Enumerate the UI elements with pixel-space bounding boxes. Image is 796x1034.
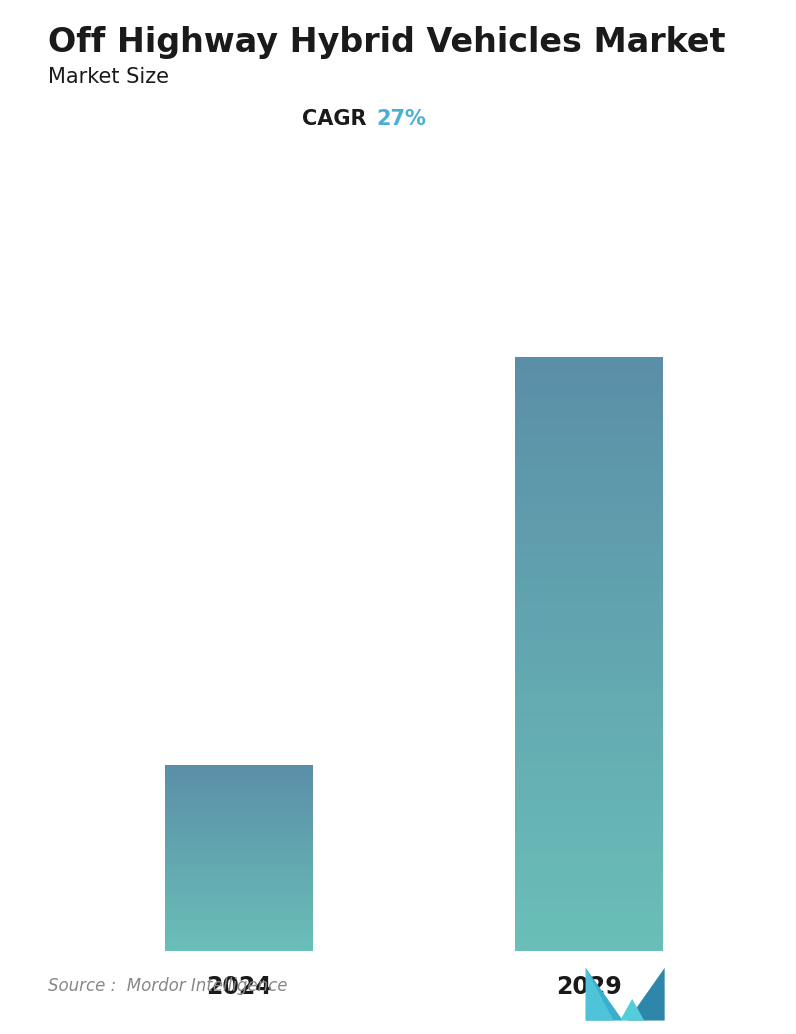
Polygon shape <box>627 968 665 1021</box>
Polygon shape <box>620 999 644 1021</box>
Text: Market Size: Market Size <box>48 67 169 87</box>
Text: 2024: 2024 <box>206 975 271 999</box>
Text: 2029: 2029 <box>556 975 622 999</box>
Text: Off Highway Hybrid Vehicles Market: Off Highway Hybrid Vehicles Market <box>48 26 725 59</box>
Text: Source :  Mordor Intelligence: Source : Mordor Intelligence <box>48 977 287 995</box>
Text: 27%: 27% <box>377 109 427 128</box>
Text: CAGR: CAGR <box>302 109 374 128</box>
Polygon shape <box>586 968 622 1021</box>
Polygon shape <box>586 968 614 1021</box>
